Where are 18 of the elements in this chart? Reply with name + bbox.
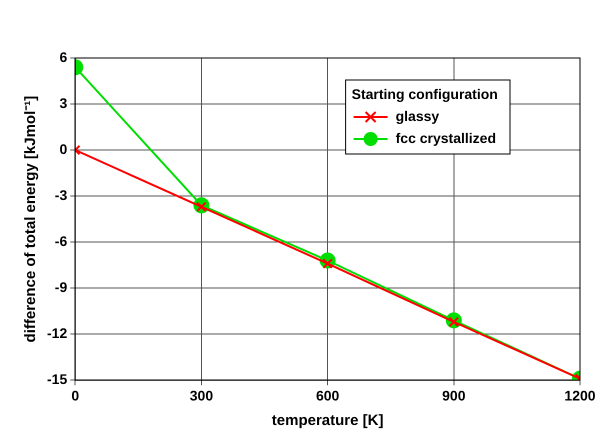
y-tick-label: -3 [54,186,68,203]
y-tick-label: -15 [47,371,68,388]
y-axis-title: difference of total energy [kJmol⁻¹] [22,96,40,342]
legend-label: fcc crystallized [396,130,496,146]
y-tick-label: -12 [47,325,68,342]
y-tick-label: 3 [59,94,68,111]
y-tick-label: 6 [59,48,68,65]
y-tick-label: -6 [54,232,68,249]
y-tick-label: 0 [59,140,68,157]
x-tick-label: 0 [71,387,80,404]
y-tick-label: -9 [54,279,68,295]
legend-label: glassy [396,108,440,124]
x-tick-label: 300 [190,387,214,404]
x-tick-label: 600 [316,387,340,404]
legend-title: Starting configuration [352,86,498,102]
x-tick-label: 900 [442,387,466,404]
x-axis-title: temperature [K] [272,412,384,430]
x-tick-label: 1200 [564,387,596,404]
